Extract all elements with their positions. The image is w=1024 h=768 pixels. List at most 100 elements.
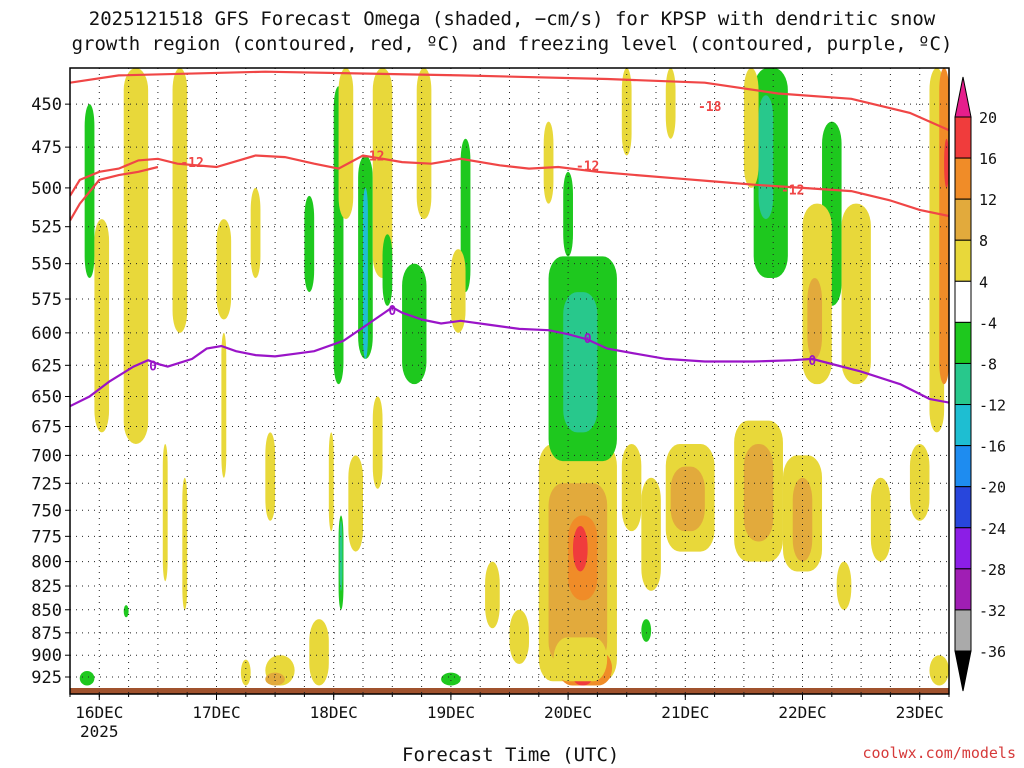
omega-region <box>553 637 608 682</box>
colorbar-bin <box>954 239 972 282</box>
x-tick-label: 17DEC <box>192 703 240 722</box>
y-tick-label: 525 <box>31 218 62 238</box>
omega-region <box>372 68 393 279</box>
omega-region <box>939 68 949 385</box>
omega-region <box>172 68 188 333</box>
y-tick-label: 500 <box>31 179 62 199</box>
colorbar-bin <box>954 116 972 159</box>
y-tick-label: 475 <box>31 138 62 158</box>
colorbar-bottom-arrow <box>954 650 972 692</box>
omega-region <box>182 477 188 610</box>
dendritic-contour <box>70 154 949 218</box>
colorbar-tick-label: 8 <box>979 232 988 250</box>
y-tick-label: 450 <box>31 95 62 115</box>
omega-region <box>641 477 661 591</box>
colorbar-bin <box>954 609 972 652</box>
omega-region <box>743 443 774 542</box>
y-tick-label: 925 <box>31 668 62 688</box>
x-tick-sublabel: 2025 <box>80 722 119 741</box>
omega-region <box>509 609 530 664</box>
omega-region <box>304 195 315 293</box>
omega-region <box>870 477 891 562</box>
contour-label: -12 <box>576 159 599 174</box>
omega-region <box>221 332 227 478</box>
y-tick-label: 725 <box>31 474 62 494</box>
y-tick-label: 625 <box>31 356 62 376</box>
colorbar-tick-label: -20 <box>979 479 1006 497</box>
omega-region <box>841 203 871 385</box>
contour-label: -12 <box>180 156 203 171</box>
omega-region <box>372 396 383 489</box>
colorbar-bin <box>954 280 972 323</box>
omega-region <box>162 443 168 582</box>
omega-region <box>944 138 949 188</box>
chart-title: 2025121518 GFS Forecast Omega (shaded, −… <box>88 8 936 30</box>
omega-region <box>240 659 251 686</box>
y-tick-label: 550 <box>31 255 62 275</box>
y-tick-label: 675 <box>31 417 62 437</box>
colorbar-tick-label: 12 <box>979 191 997 209</box>
y-tick-label: 650 <box>31 387 62 407</box>
omega-region <box>563 171 573 257</box>
omega-region <box>328 432 334 532</box>
colorbar-bin <box>954 486 972 529</box>
x-axis-label: Forecast Time (UTC) <box>402 744 620 766</box>
omega-region <box>641 619 652 642</box>
contour-label: 0 <box>388 304 396 319</box>
ground-strip <box>70 688 949 694</box>
omega-region <box>309 619 329 686</box>
omega-region <box>758 95 774 220</box>
omega-region <box>572 526 588 572</box>
y-tick-label: 775 <box>31 527 62 547</box>
colorbar-tick-label: -36 <box>979 643 1006 661</box>
y-tick-label: 800 <box>31 553 62 573</box>
omega-region <box>792 477 813 562</box>
omega-region <box>94 219 110 433</box>
colorbar-tick-label: 4 <box>979 273 988 291</box>
omega-region <box>563 292 598 433</box>
omega-region <box>743 68 759 188</box>
omega-region <box>265 432 276 521</box>
x-tick-label: 21DEC <box>661 703 709 722</box>
colorbar-tick-label: -4 <box>979 314 997 332</box>
omega-region <box>416 68 432 220</box>
colorbar-tick-label: -16 <box>979 438 1006 456</box>
x-tick-label: 19DEC <box>427 703 475 722</box>
omega-region <box>807 278 823 359</box>
contour-label: 0 <box>584 332 592 347</box>
y-tick-label: 575 <box>31 290 62 310</box>
colorbar-tick-label: 16 <box>979 150 997 168</box>
omega-region <box>348 455 363 552</box>
contours: -18 -12 -12 -12 -12 0 0 0 0 <box>70 70 949 408</box>
colorbar-bin <box>954 445 972 488</box>
y-tick-label: 825 <box>31 577 62 597</box>
x-tick-label: 23DEC <box>896 703 944 722</box>
x-tick-label: 20DEC <box>544 703 592 722</box>
credit-link[interactable]: coolwx.com/models <box>862 744 1016 762</box>
omega-region <box>543 121 554 204</box>
omega-region <box>265 672 285 686</box>
colorbar-bin <box>954 404 972 447</box>
dendritic-contour <box>70 70 949 132</box>
y-tick-label: 750 <box>31 501 62 521</box>
omega-region <box>621 68 632 156</box>
omega-region <box>441 672 461 686</box>
omega-region <box>123 68 149 444</box>
omega-region <box>485 561 500 629</box>
x-tick-label: 22DEC <box>778 703 826 722</box>
omega-region <box>460 138 471 293</box>
dendritic-contour <box>70 165 159 222</box>
colorbar-bin <box>954 527 972 570</box>
contour-label: -12 <box>361 149 384 164</box>
colorbar-tick-label: -12 <box>979 397 1006 415</box>
x-tick-label: 18DEC <box>310 703 358 722</box>
colorbar-tick-label: -8 <box>979 355 997 373</box>
chart-subtitle: growth region (contoured, red, ºC) and f… <box>71 33 953 55</box>
colorbar-bin <box>954 362 972 406</box>
y-tick-label: 875 <box>31 624 62 644</box>
shaded-regions <box>70 68 949 694</box>
omega-region <box>670 466 705 532</box>
colorbar-tick-label: 20 <box>979 109 997 127</box>
y-tick-label: 900 <box>31 646 62 666</box>
